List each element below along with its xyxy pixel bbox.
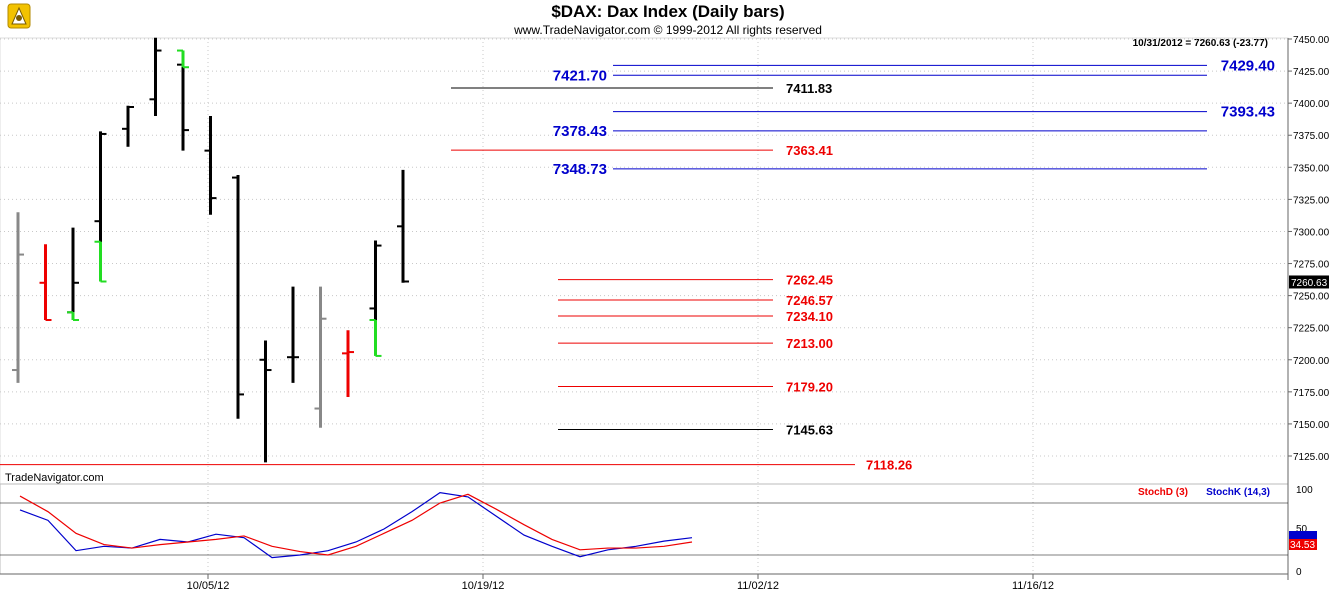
ohlc-bar <box>232 175 244 419</box>
stochastic-pane: 100 50 0 StochD (3) StochK (14,3) 34.53 <box>0 485 1317 578</box>
ohlc-bar <box>369 318 382 357</box>
ohlc-bar <box>397 169 409 283</box>
stoch-d-tag <box>1289 539 1317 550</box>
level-label: 7234.10 <box>786 309 833 324</box>
last-price-tag: 7260.63 <box>1289 275 1329 289</box>
x-tick-label: 10/19/12 <box>462 580 505 592</box>
y-tick-label: 7275.00 <box>1293 260 1330 271</box>
ohlc-bar <box>12 212 24 383</box>
ohlc-bar <box>287 286 299 383</box>
y-tick-label: 7350.00 <box>1293 163 1330 174</box>
chart-title: $DAX: Dax Index (Daily bars) <box>551 2 784 21</box>
y-tick-label: 7375.00 <box>1293 131 1330 142</box>
quote-readout: 10/31/2012 = 7260.63 (-23.77) <box>1133 38 1268 49</box>
y-tick-label: 7125.00 <box>1293 452 1330 463</box>
y-tick-label: 7325.00 <box>1293 195 1330 206</box>
stoch-d-line <box>19 493 693 556</box>
date-axis: 10/05/12 10/19/12 11/02/12 11/16/12 <box>187 574 1054 592</box>
ohlc-bar <box>122 105 134 147</box>
stoch-k-tag <box>1289 531 1317 540</box>
ohlc-bar <box>94 240 107 283</box>
y-tick-label: 7450.00 <box>1293 35 1330 46</box>
y-tick-label: 7400.00 <box>1293 99 1330 110</box>
watermark-text: TradeNavigator.com <box>5 472 104 484</box>
price-axis: 7125.00 7150.00 7175.00 7200.00 7225.00 7250.… <box>1288 35 1330 463</box>
trade-navigator-logo-icon <box>7 3 31 29</box>
x-tick-label: 11/02/12 <box>737 580 779 592</box>
stoch-d-value: 34.53 <box>1290 540 1315 551</box>
level-label: 7246.57 <box>786 293 833 308</box>
level-label: 7262.45 <box>786 273 833 288</box>
level-label: 7429.40 <box>1221 57 1275 74</box>
ohlc-bar <box>342 330 354 397</box>
ohlc-bar <box>314 286 327 428</box>
ohlc-bar <box>67 311 79 321</box>
level-label: 7213.00 <box>786 336 833 351</box>
y-tick-label: 7300.00 <box>1293 227 1330 238</box>
stoch-y-label: 100 <box>1296 485 1313 496</box>
level-label: 7421.70 <box>553 67 607 84</box>
ohlc-bar <box>204 115 217 215</box>
level-label: 7179.20 <box>786 379 833 394</box>
ohlc-bar <box>259 340 272 463</box>
ohlc-bar <box>39 244 52 321</box>
ohlc-bar <box>369 240 382 320</box>
grid-layer <box>0 38 1288 574</box>
copyright-text: www.TradeNavigator.com © 1999-2012 All r… <box>513 23 822 37</box>
level-label: 7393.43 <box>1221 104 1275 121</box>
y-tick-label: 7150.00 <box>1293 420 1330 431</box>
stoch-y-label: 50 <box>1296 524 1308 535</box>
last-price-label: 7260.63 <box>1291 278 1328 289</box>
level-label: 7378.43 <box>553 123 607 140</box>
stoch-y-label: 0 <box>1296 567 1302 578</box>
level-label: 7363.41 <box>786 143 833 158</box>
ohlc-bars <box>12 37 409 463</box>
level-label: 7348.73 <box>553 161 607 178</box>
level-label: 7411.83 <box>786 81 832 96</box>
level-lines: 7429.40 7421.70 7411.83 7393.43 7378.43 7363.… <box>0 57 1275 473</box>
x-tick-label: 10/05/12 <box>187 580 230 592</box>
y-tick-label: 7425.00 <box>1293 67 1330 78</box>
level-label: 7118.26 <box>866 458 912 473</box>
y-tick-label: 7200.00 <box>1293 356 1330 367</box>
legend-stoch-d: StochD (3) <box>1138 487 1188 498</box>
y-tick-label: 7225.00 <box>1293 324 1330 335</box>
level-label: 7145.63 <box>786 423 833 438</box>
x-tick-label: 11/16/12 <box>1012 580 1054 592</box>
ohlc-bar <box>149 37 162 116</box>
y-tick-label: 7250.00 <box>1293 292 1330 303</box>
y-tick-label: 7175.00 <box>1293 388 1330 399</box>
legend-stoch-k: StochK (14,3) <box>1206 487 1270 498</box>
ohlc-bar <box>177 49 189 69</box>
